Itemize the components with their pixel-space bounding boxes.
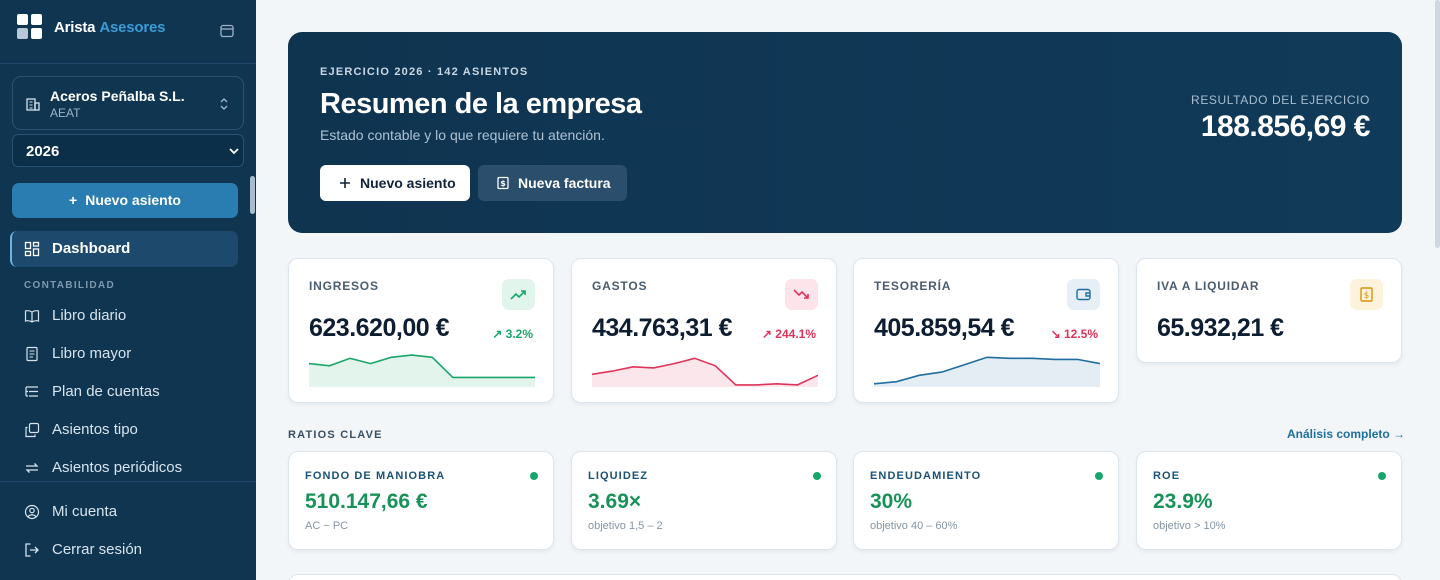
kpi-label: GASTOS bbox=[592, 279, 648, 293]
ratios-section-title: RATIOS CLAVE bbox=[288, 429, 383, 441]
invoice-icon: $ bbox=[497, 176, 509, 190]
sparkline-area bbox=[874, 357, 1100, 387]
dashboard-icon bbox=[24, 241, 40, 257]
sparkline-line bbox=[874, 356, 1100, 385]
brand-name: Arista Asesores bbox=[54, 19, 166, 36]
ratio-label: ENDEUDAMIENTO bbox=[870, 470, 982, 482]
user-circle-icon bbox=[24, 504, 40, 520]
ratio-label: ROE bbox=[1153, 470, 1181, 482]
kpi-card-gastos[interactable]: GASTOS 434.763,31 € ↗ 244.1% bbox=[571, 258, 837, 403]
nav-active-highlight bbox=[10, 231, 238, 267]
chevron-down-icon bbox=[229, 148, 239, 155]
trending-up-icon bbox=[502, 279, 535, 310]
new-entry-button[interactable]: + Nuevo asiento bbox=[12, 183, 238, 218]
kpi-sparkline bbox=[309, 354, 535, 387]
sidebar: Arista Asesores Aceros Peñalba S.L. AEAT … bbox=[0, 0, 256, 580]
status-dot bbox=[1095, 472, 1103, 480]
full-analysis-link[interactable]: Análisis completo → bbox=[1287, 427, 1406, 441]
ratio-subtitle: AC − PC bbox=[305, 520, 349, 532]
sparkline-area bbox=[309, 355, 535, 387]
arrow-up-right-icon: ↗ bbox=[492, 327, 503, 341]
trending-down-icon bbox=[785, 279, 818, 310]
svg-text:$: $ bbox=[500, 179, 506, 188]
year-value: 2026 bbox=[26, 143, 60, 160]
collapse-sidebar-icon[interactable] bbox=[220, 24, 234, 38]
plus-icon: + bbox=[69, 192, 78, 208]
kpi-delta: ↗ 3.2% bbox=[492, 327, 533, 341]
ratio-card-fondo-de-maniobra[interactable]: FONDO DE MANIOBRA 510.147,66 € AC − PC bbox=[288, 451, 554, 550]
arrow-down-right-icon: ↘ bbox=[1050, 327, 1061, 341]
result-label: RESULTADO DEL EJERCICIO bbox=[1191, 93, 1370, 107]
list-tree-icon bbox=[25, 386, 38, 397]
ratio-label: FONDO DE MANIOBRA bbox=[305, 470, 446, 482]
sidebar-scrollbar[interactable] bbox=[250, 176, 255, 214]
logout-icon bbox=[25, 543, 39, 557]
chevron-up-down-icon bbox=[220, 98, 228, 110]
copy-icon bbox=[25, 422, 40, 438]
arrow-up-right-icon: ↗ bbox=[761, 327, 772, 341]
kpi-label: IVA A LIQUIDAR bbox=[1157, 279, 1260, 293]
status-dot bbox=[1378, 472, 1386, 480]
page-scrollbar[interactable] bbox=[1435, 0, 1440, 248]
sparkline-line bbox=[592, 357, 818, 386]
ratio-value: 23.9% bbox=[1153, 490, 1213, 513]
status-dot bbox=[530, 472, 538, 480]
ratio-label: LIQUIDEZ bbox=[588, 470, 649, 482]
brand-header: Arista Asesores bbox=[0, 0, 256, 64]
brand-accent: Asesores bbox=[99, 19, 166, 36]
wallet-icon bbox=[1067, 279, 1100, 310]
repeat-icon bbox=[25, 463, 39, 473]
kpi-delta: ↘ 12.5% bbox=[1050, 327, 1098, 341]
hero-eyebrow: EJERCICIO 2026 · 142 ASIENTOS bbox=[320, 66, 529, 78]
summary-hero: EJERCICIO 2026 · 142 ASIENTOS Resumen de… bbox=[288, 32, 1402, 233]
year-select[interactable]: 2026 bbox=[12, 134, 244, 167]
building-icon bbox=[26, 98, 40, 111]
kpi-value: 405.859,54 € bbox=[874, 314, 1014, 342]
ratio-card-liquidez[interactable]: LIQUIDEZ 3.69× objetivo 1,5 – 2 bbox=[571, 451, 837, 550]
result-value: 188.856,69 € bbox=[1200, 110, 1371, 143]
page-subtitle: Estado contable y lo que requiere tu ate… bbox=[320, 127, 605, 143]
book-open-icon bbox=[24, 310, 40, 323]
next-card bbox=[288, 574, 1402, 580]
new-invoice-button[interactable]: $ Nueva factura bbox=[478, 165, 627, 201]
kpi-label: TESORERÍA bbox=[874, 279, 952, 293]
ratio-value: 510.147,66 € bbox=[305, 490, 428, 513]
plus-icon bbox=[340, 178, 350, 188]
kpi-sparkline bbox=[874, 356, 1100, 387]
ratio-subtitle: objetivo 1,5 – 2 bbox=[588, 520, 663, 532]
kpi-card-iva[interactable]: IVA A LIQUIDAR $ 65.932,21 € bbox=[1136, 258, 1402, 363]
ratio-value: 30% bbox=[870, 490, 913, 513]
sidebar-divider bbox=[0, 481, 256, 482]
ratio-card-roe[interactable]: ROE 23.9% objetivo > 10% bbox=[1136, 451, 1402, 550]
kpi-value: 65.932,21 € bbox=[1157, 314, 1284, 342]
status-dot bbox=[813, 472, 821, 480]
ratio-card-endeudamiento[interactable]: ENDEUDAMIENTO 30% objetivo 40 – 60% bbox=[853, 451, 1119, 550]
new-entry-hero-button[interactable]: Nuevo asiento bbox=[320, 165, 470, 201]
company-subtitle: AEAT bbox=[50, 106, 81, 120]
sparkline-line bbox=[309, 354, 535, 379]
svg-text:$: $ bbox=[1364, 291, 1370, 301]
page-title: Resumen de la empresa bbox=[320, 88, 642, 120]
kpi-card-ingresos[interactable]: INGRESOS 623.620,00 € ↗ 3.2% bbox=[288, 258, 554, 403]
kpi-label: INGRESOS bbox=[309, 279, 379, 293]
company-name: Aceros Peñalba S.L. bbox=[50, 88, 185, 104]
sparkline-area bbox=[592, 358, 818, 387]
kpi-value: 623.620,00 € bbox=[309, 314, 449, 342]
ratio-value: 3.69× bbox=[588, 490, 642, 513]
section-label-contabilidad: CONTABILIDAD bbox=[24, 280, 115, 291]
kpi-card-tesoreria[interactable]: TESORERÍA 405.859,54 € ↘ 12.5% bbox=[853, 258, 1119, 403]
kpi-sparkline bbox=[592, 357, 818, 387]
kpi-delta: ↗ 244.1% bbox=[761, 327, 816, 341]
company-switcher[interactable]: Aceros Peñalba S.L. AEAT bbox=[12, 76, 244, 130]
ratio-subtitle: objetivo 40 – 60% bbox=[870, 520, 958, 532]
receipt-icon: $ bbox=[1350, 279, 1383, 310]
ledger-icon bbox=[26, 346, 38, 362]
ratio-subtitle: objetivo > 10% bbox=[1153, 520, 1226, 532]
logo-icon bbox=[17, 14, 43, 40]
kpi-value: 434.763,31 € bbox=[592, 314, 732, 342]
